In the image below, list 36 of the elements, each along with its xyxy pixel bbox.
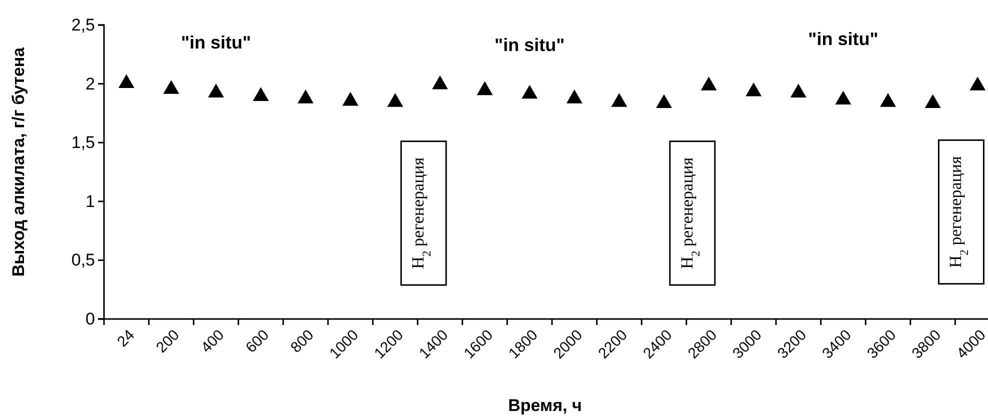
x-tick-label: 24 [114, 326, 138, 350]
x-tick-label: 800 [288, 326, 318, 356]
y-axis-title: Выход алкилата, г/г бутена [9, 46, 28, 277]
x-tick-label: 400 [198, 326, 228, 356]
point [432, 75, 448, 90]
annotation: "in situ" [494, 34, 565, 55]
point [700, 76, 717, 90]
point [298, 90, 314, 104]
point [924, 94, 941, 108]
point [790, 84, 806, 98]
y-tick-label: 2 [86, 74, 95, 94]
point [746, 82, 762, 96]
point [566, 90, 582, 104]
y-tick-label: 2,5 [71, 15, 95, 34]
point [611, 93, 628, 107]
point [252, 87, 269, 101]
y-tick-label: 0,5 [71, 250, 95, 270]
x-tick-label: 600 [242, 326, 272, 356]
y-tick-label: 0 [86, 309, 95, 328]
point [208, 84, 224, 98]
annotation: "in situ" [180, 32, 252, 53]
x-axis-title: Время, ч [508, 396, 582, 415]
point [880, 93, 896, 107]
point [118, 74, 134, 88]
point [342, 92, 358, 106]
point [476, 81, 493, 96]
x-tick-label: 200 [153, 326, 183, 356]
point [163, 80, 180, 94]
point [970, 76, 986, 90]
point [835, 90, 852, 105]
y-tick-label: 1,5 [71, 133, 95, 152]
point [387, 93, 404, 107]
point [656, 94, 672, 108]
point [522, 84, 538, 99]
y-tick-label: 1 [86, 192, 95, 211]
annotation: "in situ" [808, 28, 878, 49]
